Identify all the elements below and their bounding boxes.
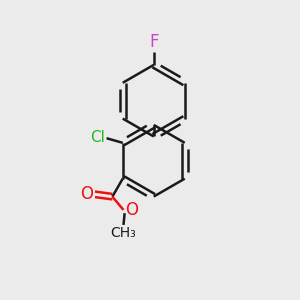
Text: F: F bbox=[149, 34, 158, 52]
Text: Cl: Cl bbox=[91, 130, 105, 145]
Text: O: O bbox=[124, 201, 138, 219]
Text: O: O bbox=[80, 185, 93, 203]
Text: CH₃: CH₃ bbox=[111, 226, 136, 240]
